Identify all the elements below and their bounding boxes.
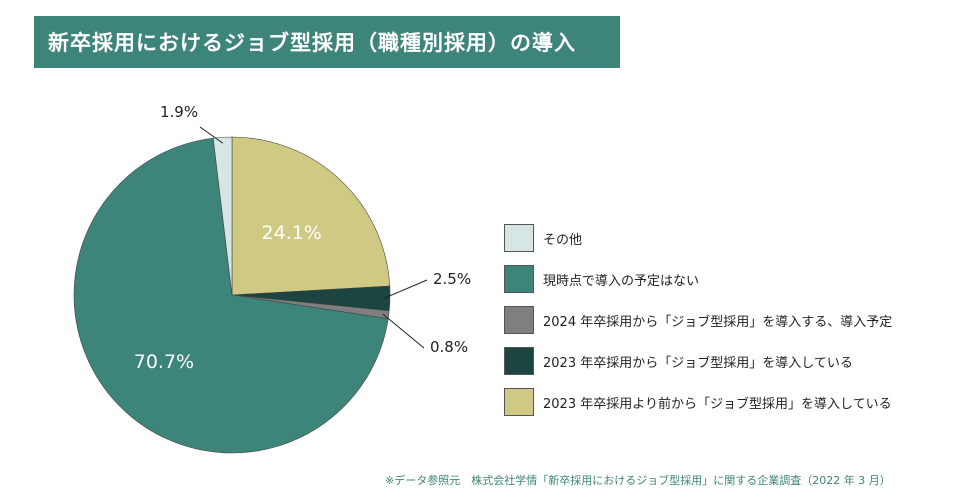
legend-label: 2023 年卒採用から「ジョブ型採用」を導入している [543,355,853,371]
legend-swatch [504,224,534,252]
legend-swatch [504,265,534,293]
slice-label: 70.7% [134,351,194,373]
legend-label: 現時点で導入の予定はない [543,273,700,289]
legend-label: その他 [543,232,583,248]
slice-label: 0.8% [430,338,468,356]
legend-swatch [504,388,534,416]
pie-slice [73,137,389,454]
slice-label: 24.1% [262,222,322,244]
legend-label: 2023 年卒採用より前から「ジョブ型採用」を導入している [543,396,892,412]
chart-title-bar: 新卒採用におけるジョブ型採用（職種別採用）の導入 [34,16,620,68]
legend: その他 現時点で導入の予定はない 2024 年卒採用から「ジョブ型採用」を導入す… [504,224,892,429]
slice-label: 1.9% [160,103,198,121]
legend-item: その他 [504,224,892,252]
legend-item: 現時点で導入の予定はない [504,265,892,293]
legend-swatch [504,306,534,334]
legend-item: 2023 年卒採用から「ジョブ型採用」を導入している [504,347,892,375]
chart-title: 新卒採用におけるジョブ型採用（職種別採用）の導入 [48,31,576,55]
legend-item: 2024 年卒採用から「ジョブ型採用」を導入する、導入予定 [504,306,892,334]
pie-slice [212,136,233,296]
slice-label: 2.5% [433,270,471,288]
source-note: ※データ参照元 株式会社学情「新卒採用におけるジョブ型採用」に関する企業調査（2… [385,474,891,487]
legend-item: 2023 年卒採用より前から「ジョブ型採用」を導入している [504,388,892,416]
leader-line [383,279,428,299]
leader-line [382,313,425,349]
leader-line [199,126,224,144]
legend-swatch [504,347,534,375]
pie-slice [231,136,391,296]
legend-label: 2024 年卒採用から「ジョブ型採用」を導入する、導入予定 [543,314,893,330]
